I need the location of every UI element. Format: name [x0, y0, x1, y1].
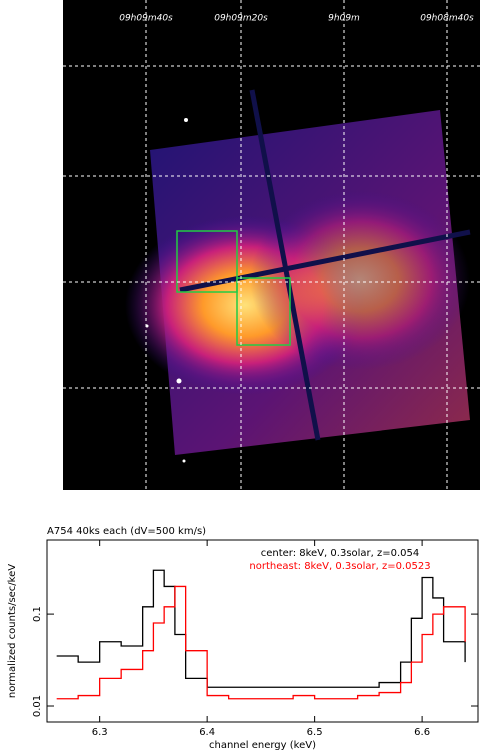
legend-entry: northeast: 8keV, 0.3solar, z=0.0523: [249, 561, 430, 572]
dec-label: -9°35': [20, 172, 47, 182]
y-tick-label: 0.1: [32, 606, 43, 622]
plot-frame: [46, 539, 479, 723]
ra-label: 09h09m20s: [214, 14, 268, 24]
spectrum-line: [56, 585, 466, 700]
x-tick-label: 6.6: [414, 727, 430, 738]
y-axis-label: normalized counts/sec/keV: [7, 564, 18, 698]
spectrum-line: [56, 569, 466, 688]
ra-label: 09h08m40s: [420, 14, 474, 24]
legend-entry: center: 8keV, 0.3solar, z=0.054: [261, 548, 420, 559]
x-axis-label: channel energy (keV): [209, 740, 316, 751]
chart-title: A754 40ks each (dV=500 km/s): [47, 526, 206, 537]
dec-label: -9°30': [20, 62, 47, 72]
y-tick-label: 0.01: [32, 695, 43, 717]
ra-label: 9h09m: [328, 14, 360, 24]
xray-image: [63, 0, 480, 490]
x-tick-label: 6.3: [92, 727, 108, 738]
ra-label: 09h09m40s: [119, 14, 173, 24]
x-tick-label: 6.5: [307, 727, 323, 738]
x-tick-label: 6.4: [199, 727, 215, 738]
dec-label: -9°40': [20, 278, 47, 288]
dec-label: -9°45': [20, 384, 47, 394]
